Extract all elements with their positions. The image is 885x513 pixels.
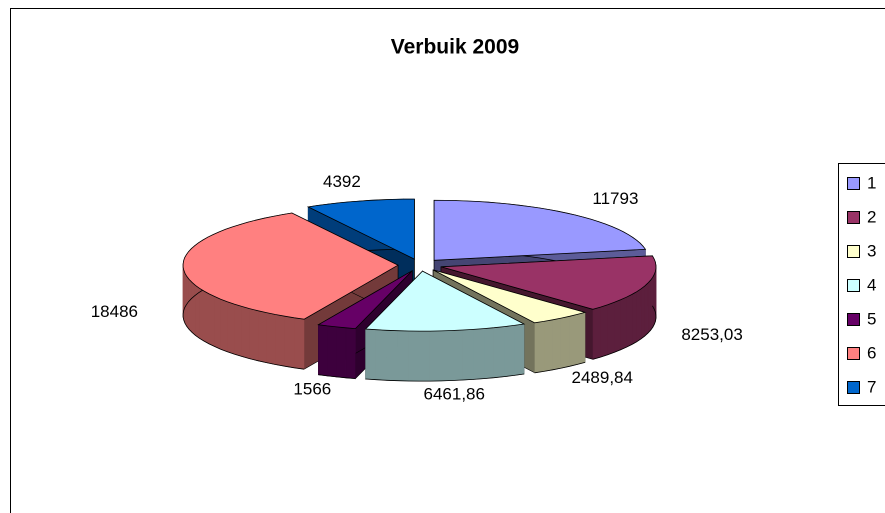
- slice-rim: [493, 326, 505, 379]
- slice-rim: [552, 317, 562, 371]
- pie-slice: [440, 255, 657, 360]
- slice-rim: [199, 287, 205, 342]
- slice-rim: [569, 314, 578, 367]
- slice-rim: [636, 288, 642, 343]
- chart-title: Verbuik 2009: [391, 36, 519, 59]
- slice-rim: [644, 282, 649, 337]
- slice-top: [440, 255, 657, 310]
- slice-rim: [208, 293, 215, 347]
- slice-top: [364, 270, 526, 332]
- data-label: 4392: [323, 172, 361, 191]
- slice-rim: [266, 312, 276, 365]
- legend-label: 1: [867, 173, 876, 192]
- legend-swatch: [847, 347, 860, 360]
- slice-rim: [607, 301, 615, 356]
- slice-rim: [408, 330, 420, 382]
- data-label: 1566: [293, 379, 331, 398]
- slice-rim-edge: [534, 362, 586, 374]
- slice-rim: [203, 290, 210, 345]
- slice-rim: [440, 330, 453, 382]
- legend-swatch: [847, 211, 860, 224]
- slice-rim: [640, 285, 646, 340]
- legend-label: 5: [867, 309, 876, 328]
- slice-rim-edge: [592, 305, 657, 360]
- slice-rim: [647, 279, 651, 334]
- legend-swatch: [847, 313, 860, 326]
- slice-rim: [451, 329, 464, 381]
- slice-rim: [577, 312, 586, 365]
- data-label: 2489,84: [572, 368, 633, 387]
- slice-rim: [620, 296, 627, 351]
- slice-top: [317, 270, 413, 330]
- legend-label: 4: [867, 275, 876, 294]
- slice-rim: [472, 328, 485, 380]
- slice-rim: [631, 291, 637, 346]
- slice-rim-edge: [365, 373, 525, 382]
- slice-rim: [241, 306, 250, 359]
- slice-rim: [543, 319, 554, 372]
- pie-slice: [364, 270, 526, 382]
- slice-rim: [275, 314, 286, 367]
- slice-rim: [534, 321, 545, 374]
- slice-top: [306, 198, 415, 260]
- data-label: 18486: [91, 302, 138, 321]
- data-label: 8253,03: [681, 325, 742, 344]
- slice-rim: [234, 303, 242, 357]
- slice-rim: [336, 326, 347, 379]
- slice-rim: [249, 308, 259, 362]
- data-label: 11793: [592, 189, 638, 208]
- slice-rim: [650, 276, 654, 332]
- legend-swatch: [847, 381, 860, 394]
- slice-rim: [462, 329, 474, 381]
- slice-rim: [375, 329, 388, 381]
- slice-rim: [429, 330, 442, 382]
- slice-top: [182, 212, 399, 320]
- slice-rim: [600, 304, 609, 358]
- slice-rim: [227, 301, 235, 355]
- slice-rim: [345, 327, 356, 379]
- legend-swatch: [847, 245, 860, 258]
- legend-label: 6: [867, 343, 876, 362]
- slice-rim: [293, 317, 305, 370]
- legend-label: 3: [867, 241, 876, 260]
- slice-rim: [257, 310, 267, 363]
- legend-swatch: [847, 177, 860, 190]
- slice-rim: [365, 328, 377, 381]
- legend-label: 2: [867, 207, 876, 226]
- slice-rim: [513, 323, 525, 376]
- slice-rim: [284, 315, 295, 369]
- slice-rim: [214, 296, 221, 350]
- slice-top: [433, 199, 647, 261]
- legend-swatch: [847, 279, 860, 292]
- slice-rim: [397, 330, 409, 382]
- slice-rim-edge: [318, 374, 356, 379]
- data-label: 6461,86: [424, 384, 485, 403]
- slice-rim: [626, 294, 633, 348]
- slice-rim: [560, 315, 570, 369]
- slice-rim: [419, 330, 431, 382]
- slice-rim: [614, 299, 621, 353]
- slice-rim: [318, 324, 328, 377]
- legend-box: [838, 163, 885, 406]
- slice-top: [432, 269, 587, 324]
- slice-rim: [592, 306, 601, 360]
- slice-rim: [483, 327, 495, 379]
- slice-rim: [386, 329, 398, 382]
- slice-rim: [503, 325, 515, 377]
- slice-rim: [220, 298, 228, 353]
- legend-label: 7: [867, 377, 876, 396]
- slice-rim: [327, 325, 337, 378]
